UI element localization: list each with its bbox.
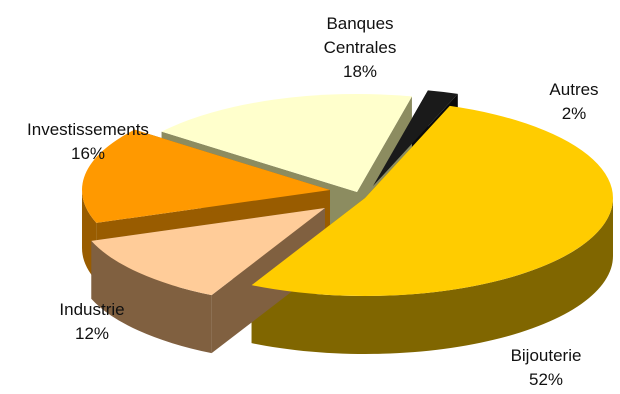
slice-industrie-outer-wall-0 [91,240,212,354]
slice-name-industrie: Industrie [59,300,125,319]
slice-percent-bijouterie: 52% [528,370,564,389]
slice-investissements [81,129,330,223]
slice-label-autres: Autres 2% [536,78,612,126]
slice-label-industrie: Industrie 12% [42,298,142,346]
slice-percent-autres: 2% [561,104,587,123]
slice-label-bijouterie: Bijouterie 52% [498,344,594,392]
slice-bijouterie-outer-wall-0 [251,198,613,354]
slice-percent-banques-centrales: 18% [342,62,378,81]
slice-percent-investissements: 16% [70,144,106,163]
slice-banques-centrales [161,94,412,192]
slice-industrie [91,208,325,296]
slice-name-centrales: Centrales [323,38,397,57]
slice-name-bijouterie: Bijouterie [510,346,582,365]
slice-label-banques-centrales: Banques Centrales 18% [300,12,420,84]
slice-label-investissements: Investissements 16% [4,118,172,166]
slice-name-banques: Banques [326,14,394,33]
slice-autres [373,90,458,186]
slice-name-autres: Autres [549,80,599,99]
slice-name-investissements: Investissements [27,120,149,139]
slice-bijouterie [251,105,613,296]
slice-percent-industrie: 12% [74,324,110,343]
